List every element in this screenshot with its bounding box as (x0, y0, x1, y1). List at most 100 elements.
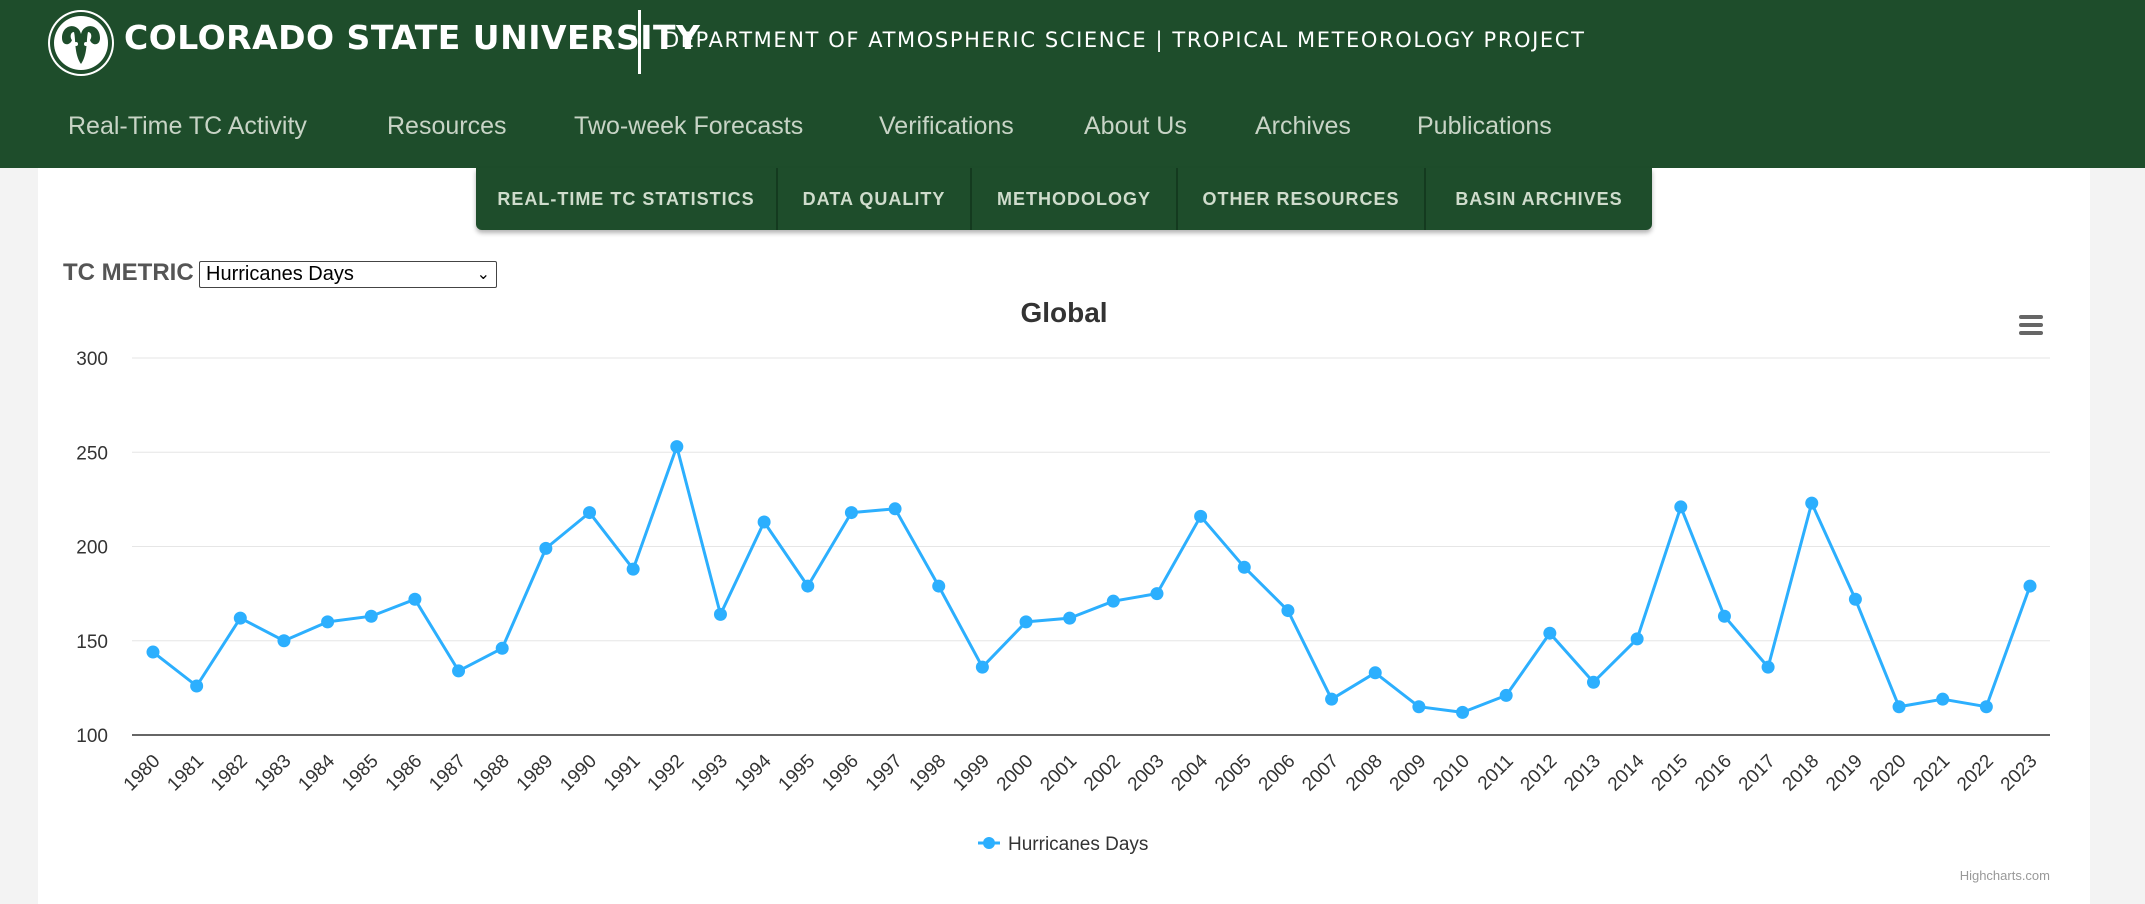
data-point[interactable] (1325, 692, 1339, 706)
data-point[interactable] (713, 607, 727, 621)
y-tick-label: 250 (76, 443, 108, 464)
chart-title: Global (1020, 297, 1107, 328)
x-tick-label: 2003 (1124, 751, 1169, 796)
data-point[interactable] (1936, 692, 1950, 706)
hamburger-menu-icon[interactable] (2018, 314, 2044, 340)
ram-logo-icon[interactable] (48, 10, 114, 76)
data-point[interactable] (495, 641, 509, 655)
data-point[interactable] (1106, 594, 1120, 608)
y-tick-label: 100 (76, 726, 108, 747)
tab-separator (1176, 168, 1178, 230)
data-point[interactable] (1499, 688, 1513, 702)
data-point[interactable] (1586, 675, 1600, 689)
x-tick-label: 1993 (687, 751, 732, 796)
x-tick-label: 2016 (1691, 751, 1736, 796)
credits-link[interactable]: Highcharts.com (1960, 868, 2050, 883)
nav-archives[interactable]: Archives (1255, 112, 1351, 140)
chevron-down-icon: ⌄ (476, 266, 490, 283)
data-point[interactable] (1543, 626, 1557, 640)
x-tick-label: 2010 (1429, 751, 1474, 796)
data-point[interactable] (583, 506, 597, 520)
tc-metric-select[interactable]: Hurricanes Days ⌄ (199, 261, 497, 288)
department-name[interactable]: DEPARTMENT OF ATMOSPHERIC SCIENCE | TROP… (663, 28, 1586, 52)
data-point[interactable] (1630, 632, 1644, 646)
data-point[interactable] (364, 609, 378, 623)
data-point[interactable] (844, 506, 858, 520)
tab-basin-archives[interactable]: BASIN ARCHIVES (1455, 189, 1623, 209)
x-tick-label: 1988 (469, 751, 514, 796)
data-point[interactable] (1979, 700, 1993, 714)
data-point[interactable] (1805, 496, 1819, 510)
data-point[interactable] (932, 579, 946, 593)
tab-other-resources[interactable]: OTHER RESOURCES (1202, 189, 1400, 209)
nav-publications[interactable]: Publications (1417, 112, 1552, 140)
data-point[interactable] (277, 634, 291, 648)
data-point[interactable] (146, 645, 160, 659)
nav-about-us[interactable]: About Us (1084, 112, 1187, 140)
x-tick-label: 2015 (1648, 751, 1693, 796)
grid-lines (132, 357, 2050, 642)
data-point[interactable] (1456, 705, 1470, 719)
data-point[interactable] (1761, 660, 1775, 674)
data-point[interactable] (975, 660, 989, 674)
data-point[interactable] (670, 440, 684, 454)
x-tick-label: 2012 (1517, 751, 1562, 796)
data-point[interactable] (1674, 500, 1688, 514)
tc-metric-label: TC METRIC (63, 259, 194, 286)
x-tick-label: 1992 (644, 751, 689, 796)
data-point[interactable] (233, 611, 247, 625)
data-point[interactable] (539, 541, 553, 555)
data-point[interactable] (1281, 604, 1295, 618)
nav-resources[interactable]: Resources (387, 112, 507, 140)
data-point[interactable] (757, 515, 771, 529)
data-point[interactable] (321, 615, 335, 629)
data-point[interactable] (888, 502, 902, 516)
data-point[interactable] (408, 592, 422, 606)
data-point[interactable] (2023, 579, 2037, 593)
x-tick-label: 2001 (1036, 751, 1081, 796)
x-tick-label: 1984 (294, 750, 339, 795)
data-point[interactable] (1412, 700, 1426, 714)
series-line (152, 445, 2032, 714)
data-point[interactable] (1717, 609, 1731, 623)
tab-methodology[interactable]: METHODOLOGY (997, 189, 1151, 209)
x-tick-label: 1990 (556, 751, 601, 796)
tab-real-time-tc-statistics[interactable]: REAL-TIME TC STATISTICS (497, 189, 755, 209)
data-point[interactable] (1063, 611, 1077, 625)
x-tick-label: 2000 (993, 751, 1038, 796)
data-point[interactable] (1368, 666, 1382, 680)
y-tick-label: 300 (76, 349, 108, 370)
nav-two-week-forecasts[interactable]: Two-week Forecasts (574, 112, 804, 140)
x-tick-label: 2011 (1474, 751, 1518, 795)
x-tick-label: 2002 (1080, 751, 1125, 796)
x-tick-label: 2022 (1953, 751, 1998, 796)
nav-verifications[interactable]: Verifications (879, 112, 1014, 140)
x-tick-label: 2013 (1560, 751, 1605, 796)
data-point[interactable] (1194, 509, 1208, 523)
x-tick-label: 1997 (862, 751, 907, 796)
tab-data-quality[interactable]: DATA QUALITY (802, 189, 946, 209)
x-tick-label: 2020 (1866, 751, 1911, 796)
x-tick-label: 1981 (163, 751, 208, 796)
data-point[interactable] (1150, 587, 1164, 601)
data-point[interactable] (452, 664, 466, 678)
x-tick-label: 1980 (120, 751, 165, 796)
data-point[interactable] (1019, 615, 1033, 629)
tab-separator (970, 168, 972, 230)
data-point[interactable] (190, 679, 204, 693)
y-tick-label: 150 (76, 632, 108, 653)
y-tick-label: 200 (76, 538, 108, 559)
data-point[interactable] (801, 579, 815, 593)
x-axis: 1980198119821983198419851986198719881989… (120, 750, 2042, 795)
data-point[interactable] (626, 562, 640, 576)
data-point[interactable] (1237, 560, 1251, 574)
nav-real-time-tc-activity[interactable]: Real-Time TC Activity (68, 112, 307, 140)
data-point[interactable] (1892, 700, 1906, 714)
data-point[interactable] (1848, 592, 1862, 606)
site-header: COLORADO STATE UNIVERSITY DEPARTMENT OF … (0, 0, 2145, 168)
tab-separator (776, 168, 778, 230)
university-name[interactable]: COLORADO STATE UNIVERSITY (124, 18, 701, 57)
legend[interactable]: Hurricanes Days (978, 834, 1148, 855)
sub-nav: REAL-TIME TC STATISTICS DATA QUALITY MET… (476, 168, 1652, 230)
